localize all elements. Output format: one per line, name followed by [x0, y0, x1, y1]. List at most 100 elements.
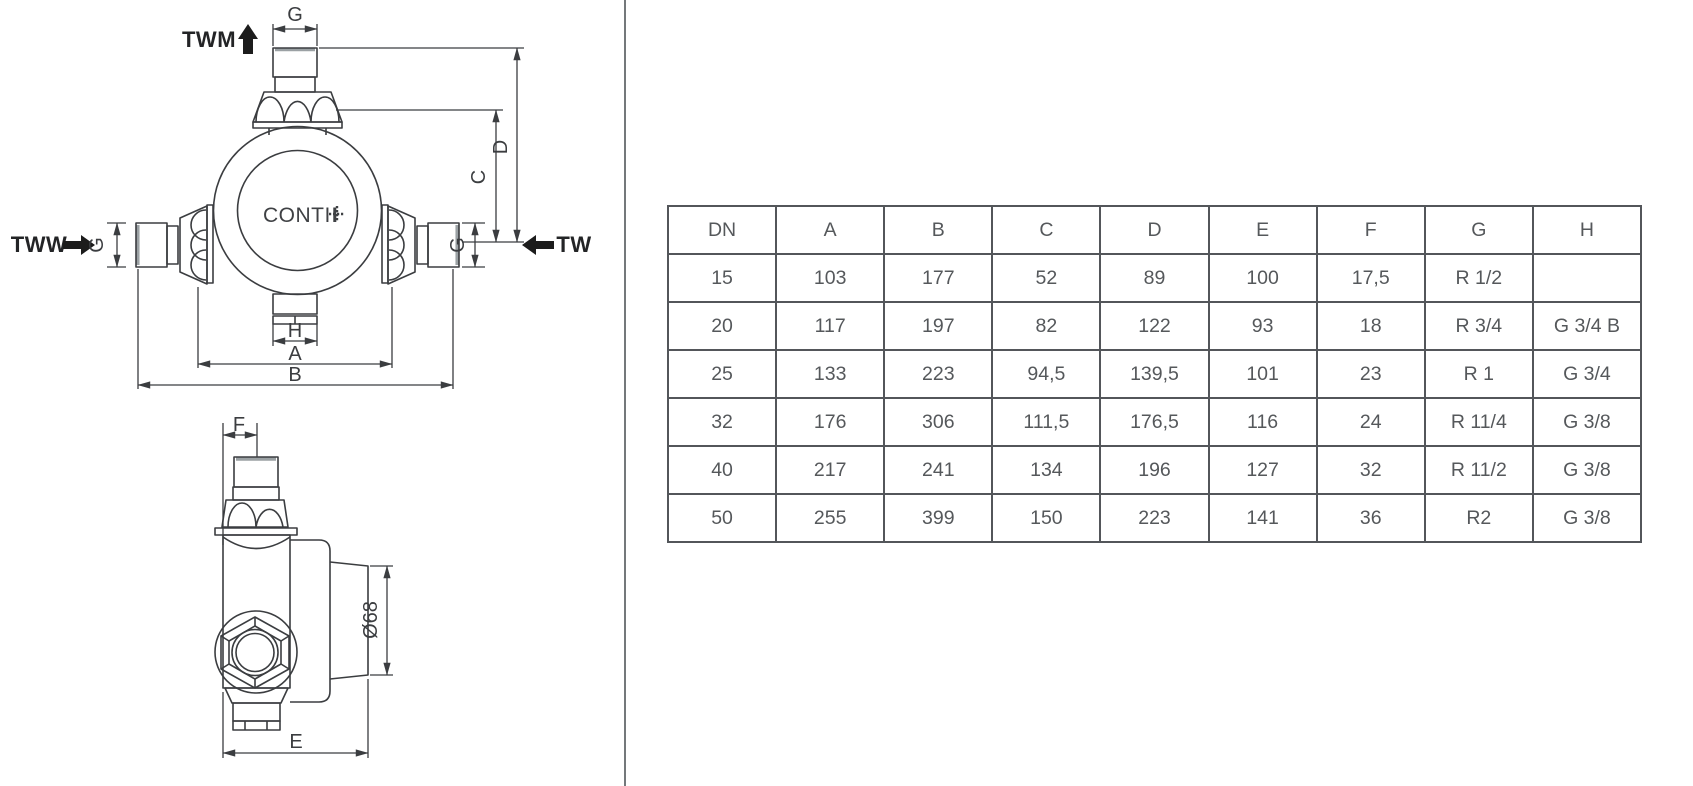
- dim-g-right: G: [447, 222, 485, 268]
- table-row: 32 176 306 111,5 176,5 116 24 R 11/4 G 3/8: [666, 397, 1643, 447]
- table-cell: G 3/4 B: [1531, 301, 1643, 351]
- table-cell: 133: [775, 349, 886, 399]
- table-cell: 127: [1207, 445, 1318, 495]
- dim-diameter: Ø68: [360, 565, 393, 676]
- table-cell: R 11/2: [1423, 445, 1534, 495]
- table-cell: R 11/4: [1423, 397, 1534, 447]
- table-cell: 52: [991, 253, 1102, 303]
- bottom-port-outline: [272, 293, 318, 325]
- dim-label-e: E: [289, 731, 302, 753]
- table-cell: 24: [1315, 397, 1426, 447]
- table-row: 50 255 399 150 223 141 36 R2 G 3/8: [666, 493, 1643, 543]
- logo-text: CONTII: [263, 204, 338, 227]
- dim-h: H: [272, 320, 318, 346]
- table-cell: 255: [775, 493, 886, 543]
- table-cell: 20: [666, 301, 778, 351]
- table-header-cell: F: [1315, 205, 1426, 255]
- table-body: 15 103 177 52 89 100 17,5 R 1/2 20 117 197 82 122 93 1…: [666, 253, 1643, 543]
- table-cell: 223: [883, 349, 994, 399]
- table-row: 20 117 197 82 122 93 18 R 3/4 G 3/4 B: [666, 301, 1643, 351]
- flow-twm: TWM: [182, 24, 258, 54]
- table-cell: 18: [1315, 301, 1426, 351]
- thread-edges: [136, 47, 459, 265]
- table-cell: 100: [1207, 253, 1318, 303]
- dim-a: A: [197, 287, 393, 368]
- table-cell: R2: [1423, 493, 1534, 543]
- dim-label-b: B: [288, 364, 301, 386]
- table-header-cell: E: [1207, 205, 1318, 255]
- table-cell: 177: [883, 253, 994, 303]
- side-body-outline: [222, 534, 369, 703]
- table-cell: 23: [1315, 349, 1426, 399]
- valve-technical-drawing: CONTII: [11, 4, 591, 758]
- flow-tww: TWW: [11, 232, 95, 257]
- table-cell: G 3/4: [1531, 349, 1643, 399]
- table-header-cell: D: [1099, 205, 1210, 255]
- table-cell: 306: [883, 397, 994, 447]
- table-cell: 176,5: [1099, 397, 1210, 447]
- hex-boss-outline: [214, 610, 298, 694]
- brand-logo: CONTII: [263, 204, 345, 227]
- table-cell: R 1/2: [1423, 253, 1534, 303]
- table-cell: 399: [883, 493, 994, 543]
- table-header-cell: C: [991, 205, 1102, 255]
- dim-label-d: D: [490, 140, 512, 154]
- table-cell: 223: [1099, 493, 1210, 543]
- table-cell: 36: [1315, 493, 1426, 543]
- front-view: CONTII: [11, 4, 591, 389]
- left-port-outline: [135, 204, 214, 285]
- table-cell: 111,5: [991, 397, 1102, 447]
- table-cell: G 3/8: [1531, 445, 1643, 495]
- table-cell: 25: [666, 349, 778, 399]
- dimension-table: DN A B C D E F G H 15 103 177 52 89 100 17,5 R 1/2 20 117…: [666, 205, 1643, 543]
- table-cell: 150: [991, 493, 1102, 543]
- arrow-left-icon: [522, 235, 554, 255]
- dim-label-g-right: G: [447, 237, 469, 253]
- flow-label-tww: TWW: [11, 232, 67, 257]
- table-cell: 32: [666, 397, 778, 447]
- side-view: F Ø68: [214, 414, 393, 758]
- table-cell: G 3/8: [1531, 493, 1643, 543]
- arrow-up-icon: [238, 24, 258, 54]
- plus-cross-icon: [329, 206, 345, 222]
- dim-label-f: F: [233, 414, 245, 436]
- table-row: 15 103 177 52 89 100 17,5 R 1/2: [666, 253, 1643, 303]
- table-cell: 94,5: [991, 349, 1102, 399]
- table-cell: 141: [1207, 493, 1318, 543]
- table-cell: 40: [666, 445, 778, 495]
- dim-label-g-left: G: [86, 237, 108, 253]
- table-header-cell: A: [775, 205, 886, 255]
- dim-label-g-top: G: [287, 4, 303, 26]
- table-cell: R 3/4: [1423, 301, 1534, 351]
- table-cell: 139,5: [1099, 349, 1210, 399]
- table-cell: 176: [775, 397, 886, 447]
- side-bottom-port-outline: [224, 687, 289, 731]
- table-cell: 197: [883, 301, 994, 351]
- table-header-cell: G: [1423, 205, 1534, 255]
- table-head: DN A B C D E F G H: [666, 205, 1643, 255]
- section-divider: [624, 0, 626, 786]
- table-cell: 93: [1207, 301, 1318, 351]
- table-cell: 50: [666, 493, 778, 543]
- table-cell: 17,5: [1315, 253, 1426, 303]
- dim-label-diameter: Ø68: [360, 601, 382, 639]
- table-cell: 116: [1207, 397, 1318, 447]
- side-top-port-outline: [214, 456, 298, 536]
- table-cell: 82: [991, 301, 1102, 351]
- table-cell: 117: [775, 301, 886, 351]
- flow-tw: TW: [522, 232, 591, 257]
- dim-label-c: C: [468, 170, 490, 184]
- table-cell: 32: [1315, 445, 1426, 495]
- top-port-outline: [252, 47, 343, 135]
- table-header-cell: H: [1531, 205, 1643, 255]
- dim-label-h: H: [288, 320, 302, 342]
- table-cell: 89: [1099, 253, 1210, 303]
- table-row: 40 217 241 134 196 127 32 R 11/2 G 3/8: [666, 445, 1643, 495]
- table-cell: 15: [666, 253, 778, 303]
- dim-g-top: G: [272, 4, 318, 46]
- dim-b: B: [137, 269, 454, 389]
- table-header-row: DN A B C D E F G H: [666, 205, 1643, 255]
- table-header-cell: B: [883, 205, 994, 255]
